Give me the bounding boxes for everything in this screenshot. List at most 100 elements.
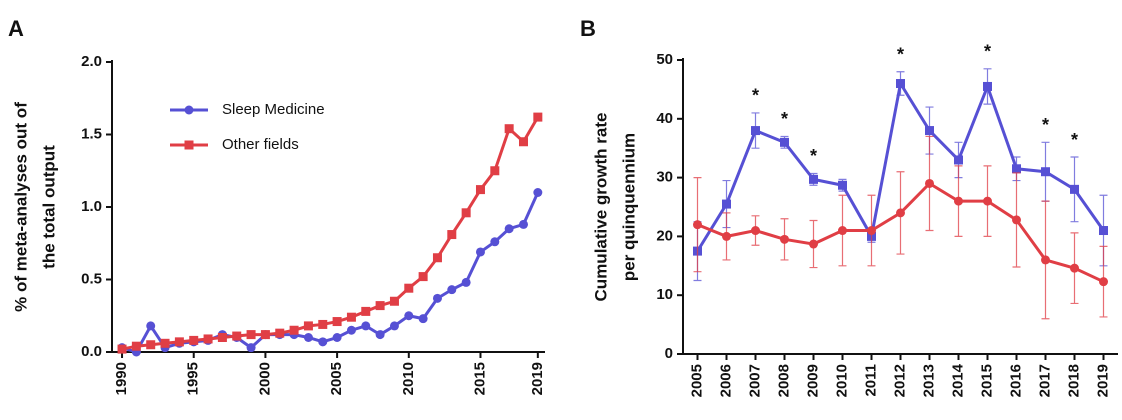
marker	[117, 344, 127, 354]
marker	[361, 321, 371, 331]
marker	[722, 199, 731, 209]
marker	[751, 126, 760, 136]
significance-mark: *	[1042, 115, 1049, 135]
marker	[375, 330, 385, 340]
significance-mark: *	[1071, 130, 1078, 150]
marker	[289, 325, 299, 335]
marker	[925, 178, 934, 188]
marker	[461, 277, 471, 287]
marker	[189, 335, 199, 345]
marker	[722, 231, 731, 241]
marker	[954, 155, 963, 165]
x-tick-label: 1990	[113, 362, 130, 395]
marker	[332, 317, 342, 327]
marker	[896, 79, 905, 89]
marker	[809, 174, 818, 184]
marker	[751, 226, 760, 236]
legend-label: Other fields	[222, 136, 299, 153]
x-tick-label: 2016	[1007, 364, 1024, 397]
significance-mark: *	[810, 146, 817, 166]
x-tick-label: 1995	[185, 362, 202, 395]
x-tick-label: 2013	[920, 364, 937, 397]
marker	[533, 112, 543, 122]
marker	[260, 330, 270, 340]
marker	[461, 208, 471, 218]
marker	[275, 328, 285, 338]
marker	[533, 188, 543, 197]
x-tick-label: 2014	[949, 363, 966, 397]
y-axis-label: Cumulative growth rate	[591, 113, 610, 302]
y-axis-label: % of meta-analyses out of	[11, 102, 30, 312]
x-tick-label: 2000	[256, 362, 273, 395]
y-tick-label: 20	[656, 227, 673, 244]
panel-label: A	[8, 16, 24, 41]
marker	[1070, 263, 1079, 273]
x-tick-label: 2019	[1094, 364, 1111, 397]
marker	[1099, 226, 1108, 236]
x-tick-label: 2005	[688, 364, 705, 397]
significance-mark: *	[752, 86, 759, 106]
y-axis-label: per quinquennium	[619, 133, 638, 281]
marker	[896, 208, 905, 218]
marker	[504, 224, 514, 234]
marker	[447, 230, 457, 240]
x-tick-label: 2019	[529, 362, 546, 395]
marker	[389, 296, 399, 306]
marker	[954, 196, 963, 206]
marker	[418, 272, 428, 282]
marker	[809, 239, 818, 249]
marker	[983, 81, 992, 91]
marker	[867, 226, 876, 236]
marker	[838, 226, 847, 236]
marker	[184, 140, 194, 150]
x-tick-label: 2005	[328, 362, 345, 395]
marker	[983, 196, 992, 206]
marker	[475, 247, 485, 257]
marker	[838, 180, 847, 190]
panel-label: B	[580, 16, 596, 41]
y-tick-label: 50	[656, 51, 673, 68]
marker	[518, 219, 528, 229]
marker	[160, 338, 170, 348]
x-tick-label: 2017	[1036, 364, 1053, 397]
x-tick-label: 2012	[891, 364, 908, 397]
y-tick-label: 30	[656, 169, 673, 186]
marker	[1012, 164, 1021, 174]
marker	[475, 185, 485, 195]
x-tick-label: 2009	[804, 364, 821, 397]
marker	[693, 220, 702, 230]
x-tick-label: 2011	[862, 364, 879, 397]
marker	[780, 137, 789, 147]
y-tick-label: 0.0	[81, 343, 102, 360]
x-tick-label: 2007	[746, 364, 763, 397]
marker	[518, 137, 528, 147]
x-tick-label: 2015	[978, 364, 995, 397]
marker	[203, 334, 213, 344]
marker	[404, 311, 414, 321]
marker	[432, 253, 442, 263]
marker	[418, 314, 428, 324]
marker	[780, 234, 789, 244]
marker	[504, 124, 514, 134]
series-line	[121, 191, 540, 354]
marker	[389, 321, 399, 331]
marker	[404, 283, 414, 293]
marker	[217, 333, 227, 342]
marker	[318, 337, 328, 347]
marker	[1041, 255, 1050, 265]
y-tick-label: 1.0	[81, 198, 102, 215]
legend-label: Sleep Medicine	[222, 101, 325, 118]
marker	[184, 105, 194, 115]
marker	[925, 126, 934, 136]
marker	[346, 325, 356, 335]
significance-mark: *	[897, 45, 904, 65]
y-tick-label: 0	[665, 345, 673, 362]
marker	[361, 306, 371, 316]
y-tick-label: 0.5	[81, 270, 102, 287]
significance-mark: *	[984, 42, 991, 62]
x-tick-label: 2010	[833, 364, 850, 397]
marker	[174, 337, 184, 347]
marker	[303, 333, 313, 342]
marker	[232, 331, 242, 341]
